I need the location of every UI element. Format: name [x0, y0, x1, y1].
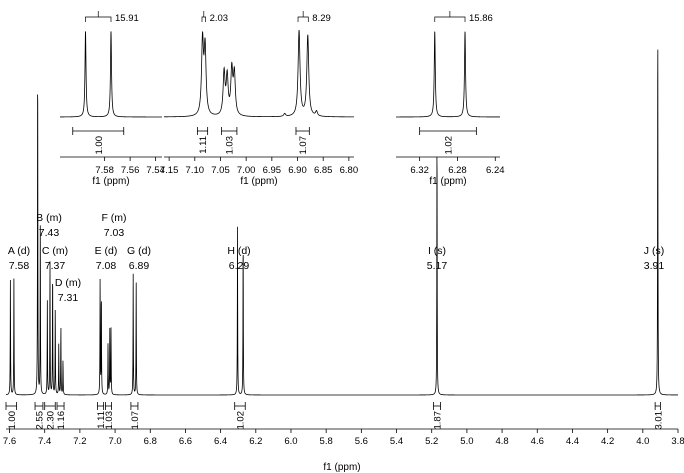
inset-tick-label: 6.24	[486, 165, 505, 176]
peak-label-shift: 6.89	[129, 260, 150, 272]
inset-tick-label: 7.00	[237, 165, 256, 176]
main-tick-label: 6.4	[214, 436, 227, 447]
inset-x-axis-label: f1 (ppm)	[240, 176, 277, 187]
inset-spectrum-trace	[396, 31, 500, 118]
inset-spectrum-trace	[164, 29, 354, 118]
peak-label-name: C (m)	[42, 245, 68, 257]
peak-label-name: B (m)	[36, 212, 62, 224]
peak-label-shift: 7.03	[104, 227, 125, 239]
main-tick-label: 6.2	[249, 436, 262, 447]
integral-value: 1.03	[104, 411, 115, 430]
main-tick-label: 6.8	[144, 436, 157, 447]
inset-integral-value: 1.00	[94, 136, 105, 155]
inset-tick-label: 7.10	[186, 165, 205, 176]
inset-x-axis-label: f1 (ppm)	[429, 176, 466, 187]
peak-labels: A (d) 7.58 B (m) 7.43 C (m) 7.37 D (m) 7.31 E (d…	[8, 212, 664, 304]
coupling-bracket	[434, 16, 466, 22]
peak-label-shift: 7.43	[39, 227, 60, 239]
peak-label-shift: 7.37	[45, 260, 66, 272]
peak-label-name: A (d)	[8, 245, 30, 257]
main-tick-label: 5.6	[355, 436, 368, 447]
inset-tick-label: 6.32	[410, 165, 429, 176]
main-spectrum-trace	[5, 49, 678, 396]
inset-tick-label: 6.95	[263, 165, 282, 176]
integral-value: 1.11	[96, 411, 107, 429]
integral-value: 2.55	[34, 411, 45, 430]
coupling-constant: 2.03	[210, 13, 229, 24]
inset-tick-label: 6.80	[340, 165, 359, 176]
peak-label-shift: 6.29	[229, 260, 250, 272]
main-tick-label: 6.0	[284, 436, 297, 447]
inset-spectrum-trace	[60, 31, 162, 118]
coupling-constant: 8.29	[312, 13, 331, 24]
inset-h-doublet: 6.32 6.28 6.24 f1 (ppm) 1.02 15.86	[396, 11, 505, 187]
inset-tick-label: 7.15	[160, 165, 179, 176]
inset-tick-label: 6.90	[288, 165, 307, 176]
integral-value: 1.02	[235, 411, 246, 430]
coupling-bracket	[201, 16, 206, 22]
main-tick-label: 7.0	[108, 436, 121, 447]
main-tick-label: 4.6	[531, 436, 544, 447]
coupling-bracket	[85, 16, 112, 22]
peak-label-name: F (m)	[101, 212, 126, 224]
peak-label-shift: 3.91	[644, 260, 665, 272]
main-tick-label: 4.4	[566, 436, 579, 447]
peak-label-shift: 7.58	[9, 260, 30, 272]
main-tick-label: 5.2	[425, 436, 438, 447]
main-tick-label: 5.0	[460, 436, 473, 447]
inset-integral-value: 1.03	[225, 136, 236, 155]
main-x-axis-label: f1 (ppm)	[323, 462, 360, 473]
peak-label-name: E (d)	[95, 245, 118, 257]
coupling-bracket	[297, 16, 309, 22]
inset-integral-value: 1.07	[298, 136, 309, 155]
integral-value: 3.01	[653, 411, 664, 430]
inset-a-doublet: 7.58 7.56 7.54 f1 (ppm) 1.00 15.91	[60, 11, 165, 187]
integral-value: 2.30	[45, 411, 56, 430]
inset-tick-label: 6.28	[448, 165, 467, 176]
inset-tick-label: 7.58	[95, 165, 114, 176]
peak-label-shift: 7.08	[96, 260, 117, 272]
peak-label-name: J (s)	[644, 245, 664, 257]
inset-aromatic-region: 7.15 7.10 7.05 7.00 6.95 6.90 6.85 6.80 f1 (ppm)…	[160, 11, 358, 187]
peak-label-name: H (d)	[227, 245, 250, 257]
main-tick-label: 7.2	[73, 436, 86, 447]
integral-value: 1.00	[7, 411, 18, 430]
main-tick-label: 5.8	[320, 436, 333, 447]
integral-value: 1.07	[130, 411, 141, 430]
inset-tick-label: 7.05	[211, 165, 230, 176]
main-tick-label: 4.8	[495, 436, 508, 447]
inset-integral-value: 1.02	[444, 136, 455, 155]
inset-x-axis-label: f1 (ppm)	[92, 176, 129, 187]
coupling-constant: 15.86	[469, 13, 493, 24]
main-integrals: 1.00 2.55 2.30 1.16 1.111.03 1.07 1.02 1.87 3.01	[5, 402, 664, 430]
inset-tick-label: 6.85	[314, 165, 333, 176]
peak-label-shift: 5.17	[427, 260, 448, 272]
main-spectrum	[5, 49, 678, 396]
inset-tick-label: 7.56	[121, 165, 140, 176]
main-x-axis: 7.6 7.4 7.2 7.0 6.8 6.6 6.4 6.2 6.0 5.8 5.6 5.4 5.2 5…	[3, 428, 684, 473]
inset-integral-value: 1.11	[198, 136, 209, 154]
main-tick-label: 7.6	[3, 436, 16, 447]
inset-tick-label: 7.54	[146, 165, 165, 176]
main-tick-label: 3.8	[671, 436, 684, 447]
integral-value: 1.16	[56, 411, 67, 430]
integral-value: 1.87	[432, 411, 443, 430]
main-tick-label: 5.4	[390, 436, 403, 447]
peak-label-name: D (m)	[55, 277, 81, 289]
main-ticks: 7.6 7.4 7.2 7.0 6.8 6.6 6.4 6.2 6.0 5.8 5.6 5.4 5.2 5…	[3, 429, 684, 447]
peak-label-name: I (s)	[428, 245, 446, 257]
coupling-constant: 15.91	[115, 13, 139, 24]
main-tick-label: 7.4	[38, 436, 51, 447]
main-tick-label: 4.2	[601, 436, 614, 447]
main-tick-label: 4.0	[636, 436, 649, 447]
peak-label-shift: 7.31	[58, 292, 79, 304]
main-tick-label: 6.6	[179, 436, 192, 447]
peak-label-name: G (d)	[127, 245, 151, 257]
